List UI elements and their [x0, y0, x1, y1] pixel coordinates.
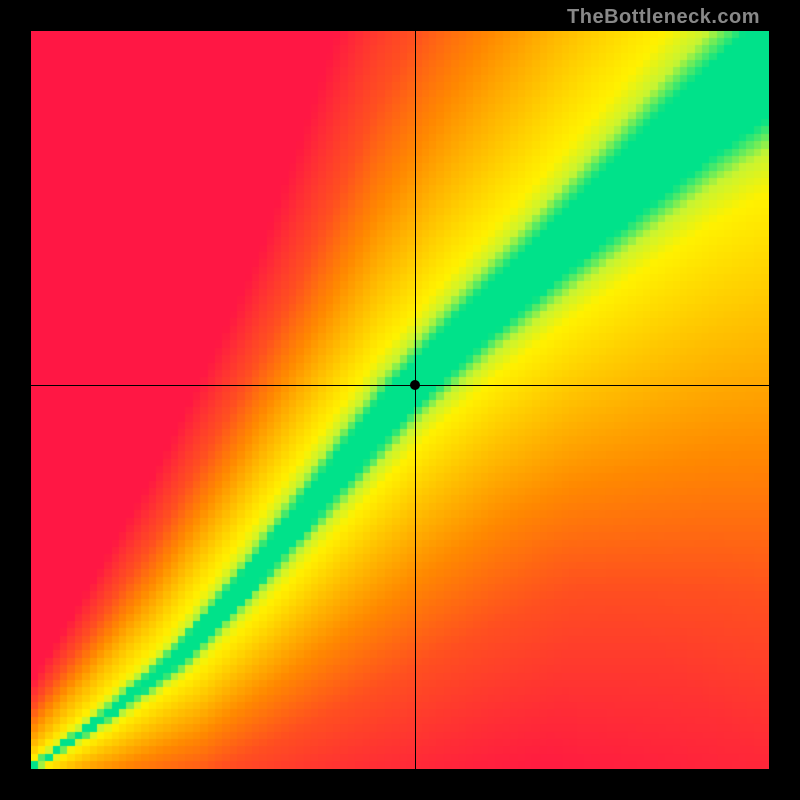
bottleneck-heatmap: [31, 31, 769, 769]
selection-marker: [410, 380, 420, 390]
heatmap-canvas: [31, 31, 769, 769]
crosshair-vertical: [415, 31, 416, 769]
crosshair-horizontal: [31, 385, 769, 386]
watermark-text: TheBottleneck.com: [567, 6, 760, 29]
